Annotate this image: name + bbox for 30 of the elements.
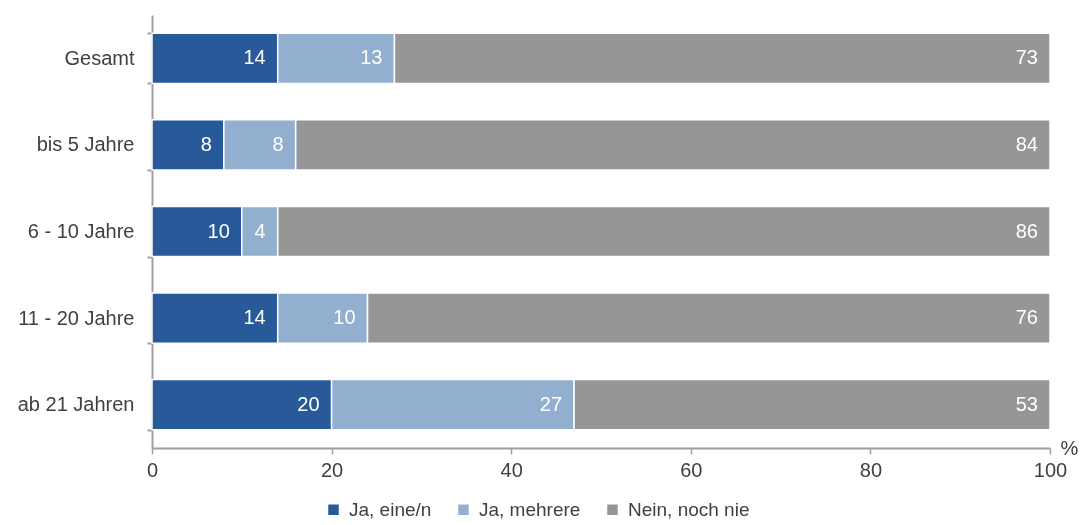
legend-label: Ja, mehrere	[479, 498, 581, 520]
x-tick-label: 100	[1033, 458, 1068, 481]
data-label: 76	[1015, 306, 1038, 329]
data-label: 84	[1015, 132, 1038, 155]
data-label: 20	[297, 392, 320, 415]
data-label: 73	[1015, 46, 1038, 69]
x-tick-label: 40	[500, 458, 523, 481]
legend-label: Ja, eine/n	[349, 498, 432, 520]
data-label: 27	[539, 392, 563, 415]
x-tick-label: 0	[146, 458, 159, 481]
x-tick-label: 20	[320, 458, 344, 481]
data-label: 53	[1015, 392, 1038, 415]
y-tick-label: bis 5 Jahre	[36, 133, 135, 156]
data-label: 10	[333, 306, 356, 329]
data-label: 10	[207, 219, 230, 242]
data-label: 13	[360, 46, 383, 69]
y-tick-label: 11 - 20 Jahre	[18, 306, 135, 329]
y-tick-label: Gesamt	[64, 46, 135, 69]
data-label: 8	[272, 132, 284, 155]
data-label: 4	[254, 219, 266, 242]
x-axis-title: %	[1060, 436, 1079, 459]
data-label: 14	[243, 46, 266, 69]
y-tick-label: ab 21 Jahren	[17, 393, 135, 416]
legend-label: Nein, noch nie	[628, 498, 750, 520]
data-label: 8	[200, 132, 212, 155]
y-tick-label: 6 - 10 Jahre	[27, 220, 135, 242]
x-tick-label: 80	[859, 458, 883, 481]
x-tick-label: 60	[680, 458, 703, 481]
data-label: 14	[243, 306, 266, 329]
data-label: 86	[1015, 219, 1038, 242]
